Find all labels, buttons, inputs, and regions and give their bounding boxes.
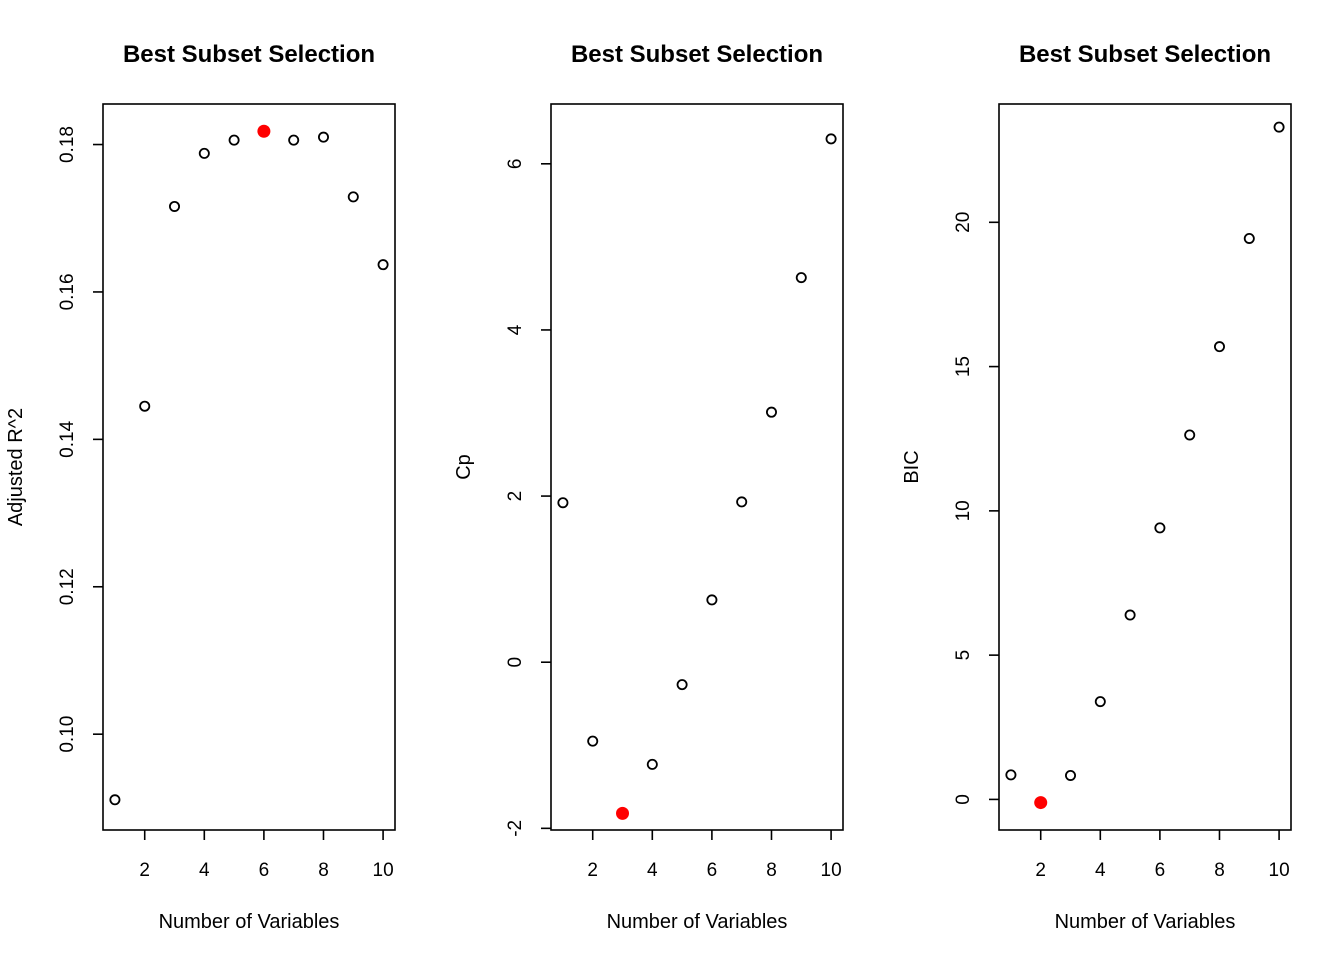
x-tick-label: 8 <box>318 860 329 881</box>
x-tick-label: 10 <box>1269 860 1290 881</box>
x-axis-label: Number of Variables <box>607 911 788 933</box>
data-point <box>109 794 121 806</box>
y-tick-label: 4 <box>505 324 526 335</box>
data-point <box>736 496 748 508</box>
data-point <box>1005 769 1017 781</box>
x-tick-label: 10 <box>821 860 842 881</box>
x-tick-label: 2 <box>139 860 150 881</box>
x-tick-label: 4 <box>1095 860 1106 881</box>
data-point <box>198 147 210 159</box>
data-point <box>347 191 359 203</box>
panel-adjusted-r2: Best Subset Selection Number of Variable… <box>5 41 396 933</box>
x-axis-label: Number of Variables <box>159 911 340 933</box>
data-point <box>169 200 181 212</box>
panel-bic: Best Subset Selection Number of Variable… <box>901 41 1292 933</box>
data-point <box>825 133 837 145</box>
chart-title: Best Subset Selection <box>123 41 375 68</box>
x-tick-label: 10 <box>373 860 394 881</box>
plot-frame <box>102 103 396 831</box>
panel-cp: Best Subset Selection Number of Variable… <box>453 41 844 933</box>
x-tick-label: 4 <box>647 860 658 881</box>
data-point <box>1243 232 1255 244</box>
data-point <box>587 735 599 747</box>
y-tick-label: 0.12 <box>57 568 78 605</box>
y-tick-label: 6 <box>505 159 526 170</box>
data-point <box>1065 769 1077 781</box>
x-tick-label: 4 <box>199 860 210 881</box>
data-point <box>1184 429 1196 441</box>
y-tick-label: 5 <box>953 650 974 661</box>
y-tick-label: 0.16 <box>57 273 78 310</box>
data-point <box>1273 121 1285 133</box>
y-tick-label: 0.18 <box>57 126 78 163</box>
y-tick-label: -2 <box>505 820 526 837</box>
y-tick-label: 20 <box>953 212 974 233</box>
data-point <box>676 679 688 691</box>
chart-title: Best Subset Selection <box>571 41 823 68</box>
x-tick-label: 8 <box>766 860 777 881</box>
x-tick-label: 6 <box>707 860 718 881</box>
chart-title: Best Subset Selection <box>1019 41 1271 68</box>
highlight-point <box>1034 796 1048 810</box>
y-tick-label: 0 <box>505 657 526 668</box>
y-tick-label: 2 <box>505 491 526 502</box>
data-point <box>1124 609 1136 621</box>
data-point <box>317 131 329 143</box>
y-axis-label: BIC <box>901 450 923 483</box>
plot-area: 2 4 6 8 10 -2 0 2 4 6 <box>505 103 844 881</box>
data-point <box>765 406 777 418</box>
data-point <box>646 758 658 770</box>
data-point <box>1094 696 1106 708</box>
y-tick-label: 0.14 <box>57 420 78 457</box>
x-tick-label: 2 <box>587 860 598 881</box>
y-tick-label: 15 <box>953 356 974 377</box>
x-tick-label: 2 <box>1035 860 1046 881</box>
data-point <box>1213 341 1225 353</box>
data-point <box>228 134 240 146</box>
data-point <box>377 259 389 271</box>
y-tick-label: 0.10 <box>57 716 78 753</box>
x-tick-label: 6 <box>259 860 270 881</box>
plot-area: 2 4 6 8 10 0.10 0.12 0.14 0.16 0.18 <box>57 103 396 881</box>
y-axis-label: Cp <box>453 454 475 480</box>
data-point <box>795 272 807 284</box>
y-tick-label: 10 <box>953 500 974 521</box>
data-point <box>1154 522 1166 534</box>
highlight-point <box>257 124 271 138</box>
plot-frame <box>550 103 844 831</box>
x-tick-label: 6 <box>1155 860 1166 881</box>
data-point <box>288 134 300 146</box>
y-tick-label: 0 <box>953 794 974 805</box>
x-axis-label: Number of Variables <box>1055 911 1236 933</box>
x-tick-label: 8 <box>1214 860 1225 881</box>
plot-area: 2 4 6 8 10 0 5 10 15 20 <box>953 103 1292 881</box>
highlight-point <box>616 806 630 820</box>
plot-frame <box>998 103 1292 831</box>
data-point <box>706 594 718 606</box>
data-point <box>557 497 569 509</box>
data-point <box>139 400 151 412</box>
y-axis-label: Adjusted R^2 <box>5 408 27 526</box>
